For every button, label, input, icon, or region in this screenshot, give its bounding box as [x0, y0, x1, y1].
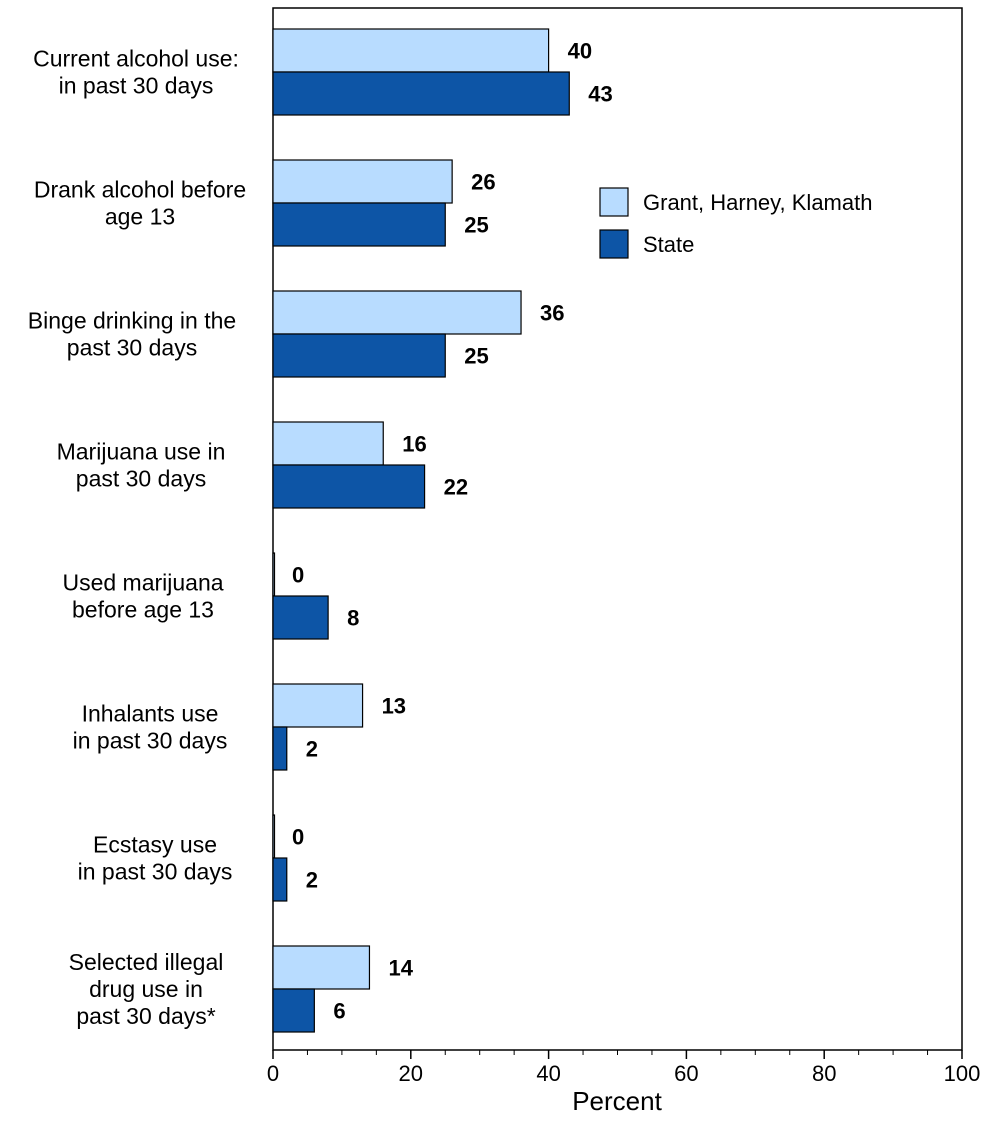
- bar-local-4: [272, 552, 276, 597]
- legend-swatch-1: [599, 229, 629, 259]
- category-label-line: Drank alcohol before: [34, 177, 246, 203]
- value-label-local-0: 40: [568, 39, 592, 64]
- category-label-5: Inhalants use in past 30 days: [73, 701, 228, 754]
- value-label-local-4: 0: [292, 563, 304, 588]
- bar-state-3: [272, 464, 426, 509]
- bar-state-4: [272, 595, 329, 640]
- x-tick-label: 100: [944, 1061, 981, 1086]
- bar-local-0: [272, 28, 550, 73]
- category-label-3: Marijuana use in past 30 days: [57, 439, 226, 492]
- category-label-line: drug use in: [89, 976, 203, 1002]
- category-label-line: Binge drinking in the: [28, 308, 236, 334]
- bar-local-1: [272, 159, 453, 204]
- legend: Grant, Harney, Klamath State: [599, 187, 872, 259]
- category-label-line: past 30 days: [67, 335, 197, 361]
- category-label-4: Used marijuana before age 13: [62, 570, 223, 623]
- value-label-state-0: 43: [588, 82, 612, 107]
- category-label-line: Selected illegal: [69, 949, 224, 975]
- value-label-local-1: 26: [471, 170, 495, 195]
- legend-swatch-0: [599, 187, 629, 217]
- bar-state-2: [272, 333, 446, 378]
- category-label-line: age 13: [105, 204, 175, 230]
- category-label-line: Inhalants use: [82, 701, 219, 727]
- bar-state-5: [272, 726, 288, 771]
- value-label-local-7: 14: [388, 956, 413, 981]
- category-label-line: in past 30 days: [59, 73, 214, 99]
- category-label-line: before age 13: [72, 597, 214, 623]
- category-label-line: past 30 days: [76, 466, 206, 492]
- x-tick-label: 80: [812, 1061, 836, 1086]
- bar-state-6: [272, 857, 288, 902]
- x-tick-label: 0: [267, 1061, 279, 1086]
- bar-state-0: [272, 71, 570, 116]
- category-label-line: Current alcohol use:: [33, 46, 239, 72]
- value-label-state-1: 25: [464, 213, 488, 238]
- category-label-1: Drank alcohol before age 13: [34, 177, 246, 230]
- value-label-state-7: 6: [333, 999, 345, 1024]
- value-label-state-5: 2: [306, 737, 318, 762]
- x-tick-label: 20: [399, 1061, 423, 1086]
- category-label-line: past 30 days*: [76, 1003, 215, 1029]
- bar-state-1: [272, 202, 446, 247]
- value-label-local-2: 36: [540, 301, 564, 326]
- legend-label-0: Grant, Harney, Klamath: [643, 190, 872, 215]
- value-label-local-3: 16: [402, 432, 426, 457]
- category-label-7: Selected illegal drug use in past 30 days*: [69, 949, 224, 1029]
- category-label-0: Current alcohol use: in past 30 days: [33, 46, 239, 99]
- bar-state-7: [272, 988, 315, 1033]
- category-label-line: Ecstasy use: [93, 832, 217, 858]
- bar-local-6: [272, 814, 276, 859]
- value-label-state-3: 22: [444, 475, 468, 500]
- category-label-2: Binge drinking in the past 30 days: [28, 308, 236, 361]
- x-axis-title: Percent: [572, 1086, 662, 1116]
- bar-local-7: [272, 945, 371, 990]
- bar-local-5: [272, 683, 364, 728]
- bar-local-2: [272, 290, 522, 335]
- x-tick-label: 40: [536, 1061, 560, 1086]
- value-label-state-4: 8: [347, 606, 359, 631]
- value-label-state-6: 2: [306, 868, 318, 893]
- category-label-line: Used marijuana: [62, 570, 223, 596]
- category-label-line: in past 30 days: [78, 859, 233, 885]
- category-label-line: Marijuana use in: [57, 439, 226, 465]
- value-label-local-6: 0: [292, 825, 304, 850]
- category-label-line: in past 30 days: [73, 728, 228, 754]
- value-label-state-2: 25: [464, 344, 488, 369]
- bar-local-3: [272, 421, 384, 466]
- value-label-local-5: 13: [382, 694, 406, 719]
- category-label-6: Ecstasy use in past 30 days: [78, 832, 233, 885]
- x-tick-label: 60: [674, 1061, 698, 1086]
- legend-label-1: State: [643, 232, 694, 257]
